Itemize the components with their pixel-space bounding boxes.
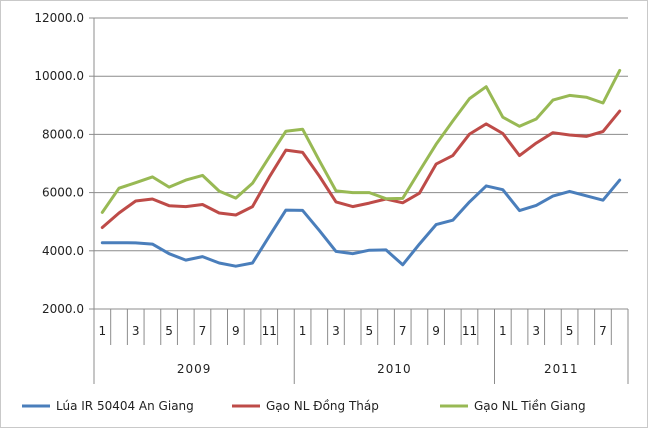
- series-line-2: [100, 109, 622, 229]
- month-label: 11: [462, 324, 477, 338]
- year-label: 2009: [177, 362, 212, 376]
- y-axis-tick-labels: 2000.0 4000.0 6000.0 8000.0 10000.0 12000.0: [34, 11, 84, 316]
- legend-label: Lúa IR 50404 An Giang: [56, 399, 194, 413]
- month-label: 1: [499, 324, 507, 338]
- month-label: 11: [262, 324, 277, 338]
- month-label: 7: [199, 324, 207, 338]
- x-axis-year-labels: 2009 2010 2011: [177, 345, 629, 384]
- y-tick-label: 10000.0: [34, 69, 84, 83]
- year-label: 2011: [544, 362, 579, 376]
- y-tick-label: 4000.0: [42, 244, 84, 258]
- month-label: 9: [232, 324, 240, 338]
- month-label: 1: [299, 324, 307, 338]
- series-line-3: [100, 68, 622, 214]
- month-label: 5: [566, 324, 574, 338]
- month-label: 5: [366, 324, 374, 338]
- x-axis-month-labels: 1 3 5 7 9 11 1 3 5 7 9 11 1 3 5 7: [93, 309, 629, 345]
- month-label: 3: [332, 324, 340, 338]
- y-tick-label: 12000.0: [34, 11, 84, 25]
- series-line-1: [100, 178, 622, 268]
- month-label: 9: [432, 324, 440, 338]
- legend-label: Gạo NL Tiền Giang: [474, 399, 586, 413]
- gridlines: [89, 17, 628, 310]
- month-label: 5: [165, 324, 173, 338]
- month-label: 3: [132, 324, 140, 338]
- y-tick-label: 2000.0: [42, 302, 84, 316]
- month-label: 1: [99, 324, 107, 338]
- legend-label: Gạo NL Đồng Tháp: [266, 399, 379, 413]
- year-label: 2010: [377, 362, 412, 376]
- y-tick-label: 8000.0: [42, 127, 84, 141]
- month-label: 7: [399, 324, 407, 338]
- month-label: 3: [532, 324, 540, 338]
- month-label: 7: [599, 324, 607, 338]
- legend: Lúa IR 50404 An Giang Gạo NL Đồng Tháp Gạo…: [22, 399, 586, 413]
- series-lines: [100, 68, 622, 268]
- y-tick-label: 6000.0: [42, 186, 84, 200]
